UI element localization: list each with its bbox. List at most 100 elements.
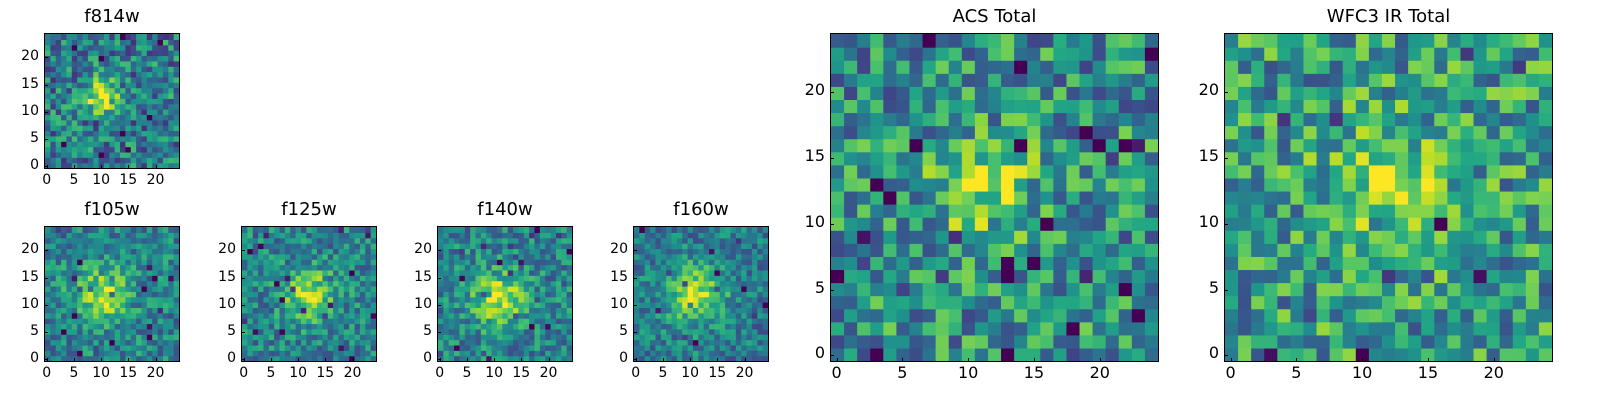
heatmap-cell [1105,243,1120,257]
heatmap-cell [252,280,259,287]
heatmap-cell [1264,138,1278,153]
heatmap-cell [639,302,646,308]
heatmap-cell [45,71,51,78]
heatmap-cell [55,103,62,110]
x-tick-label: 10 [1351,363,1373,382]
heatmap-cell [109,296,116,303]
heatmap-cell [502,264,509,271]
heatmap-cell [459,275,466,282]
heatmap-cell [125,275,132,282]
heatmap-cell [168,253,175,260]
heatmap-cell [1066,321,1081,336]
heatmap-cell [109,76,116,83]
heatmap-cell [173,39,179,46]
heatmap-cell [157,135,164,142]
heatmap-cell [173,66,179,73]
heatmap-cell [1525,295,1540,310]
heatmap-cell [1131,190,1146,205]
heatmap-cell [71,296,78,303]
heatmap-cell [561,323,568,330]
heatmap-cell [1040,217,1054,231]
heatmap-cell [518,264,525,271]
heatmap-cell [98,34,105,40]
heatmap-cell [507,227,514,233]
heatmap-cell [71,237,78,244]
heatmap-cell [714,275,721,282]
heatmap-cell [550,269,557,276]
heatmap-cell [518,243,525,250]
heatmap-cell [1355,125,1370,140]
heatmap-cell [274,259,281,266]
heatmap-cell [242,253,248,260]
heatmap-cell [55,109,62,115]
heatmap-cell [354,269,361,276]
heatmap-cell [98,151,105,158]
heatmap-cell [502,355,509,361]
heatmap-cell [534,237,541,244]
heatmap-cell [655,312,662,319]
heatmap-cell [114,243,121,250]
heatmap-cell [513,275,519,282]
heatmap-cell [1277,256,1291,271]
heatmap-cell [1066,164,1081,179]
heatmap-cell [290,323,297,330]
heatmap-cell [343,253,350,260]
heatmap-cell [1525,269,1540,284]
heatmap-cell [545,296,552,303]
heatmap-cell [1460,204,1475,218]
heatmap-cell [50,151,57,158]
heatmap-cell [370,285,376,292]
heatmap-cell [317,302,323,308]
y-tick-label: 10 [804,211,825,231]
heatmap-cell [1105,47,1120,61]
heatmap-cell [1251,164,1265,179]
heatmap-cell [93,76,100,83]
heatmap-cell [566,232,572,239]
heatmap-cell [883,177,897,192]
heatmap-cell [66,151,73,158]
heatmap-cell [974,204,989,218]
heatmap-cell [1395,73,1409,87]
heatmap-cell [1053,73,1068,87]
heatmap-cell [709,237,715,244]
heatmap-cell [66,125,73,132]
heatmap-cell [757,302,764,308]
heatmap-cell [650,350,657,357]
heatmap-cell [550,248,557,255]
heatmap-cell [475,334,482,341]
heatmap-cell [757,269,764,276]
heatmap-cell [268,307,275,314]
heatmap-cell [922,334,937,349]
heatmap-cell [136,76,143,83]
heatmap-cell [45,344,51,351]
heatmap-cell [141,269,148,276]
heatmap-cell [539,280,546,287]
heatmap-cell [247,323,254,330]
heatmap-cell [475,302,482,308]
heatmap-cell [55,125,62,132]
heatmap-cell [676,339,683,346]
heatmap-cell [168,151,175,158]
heatmap-cell [306,355,313,361]
heatmap-cell [698,350,705,357]
heatmap-cell [1303,177,1318,192]
heatmap-cell [751,232,758,239]
heatmap-cell [443,269,450,276]
heatmap-cell [1525,334,1540,349]
heatmap-cell [1421,177,1435,192]
heatmap-cell [687,243,694,250]
heatmap-cell [757,350,764,357]
heatmap-cell [529,232,536,239]
heatmap-cell [491,312,498,319]
heatmap-cell [1238,86,1252,100]
heatmap-cell [157,103,164,110]
heatmap-cell [370,328,376,335]
heatmap-cell [146,339,153,346]
heatmap-cell [258,328,265,335]
heatmap-cell [470,318,477,325]
heatmap-cell [459,318,466,325]
heatmap-cell [168,109,175,115]
heatmap-cell [1329,256,1344,271]
heatmap-cell [909,230,924,244]
heatmap-cell [491,296,498,303]
